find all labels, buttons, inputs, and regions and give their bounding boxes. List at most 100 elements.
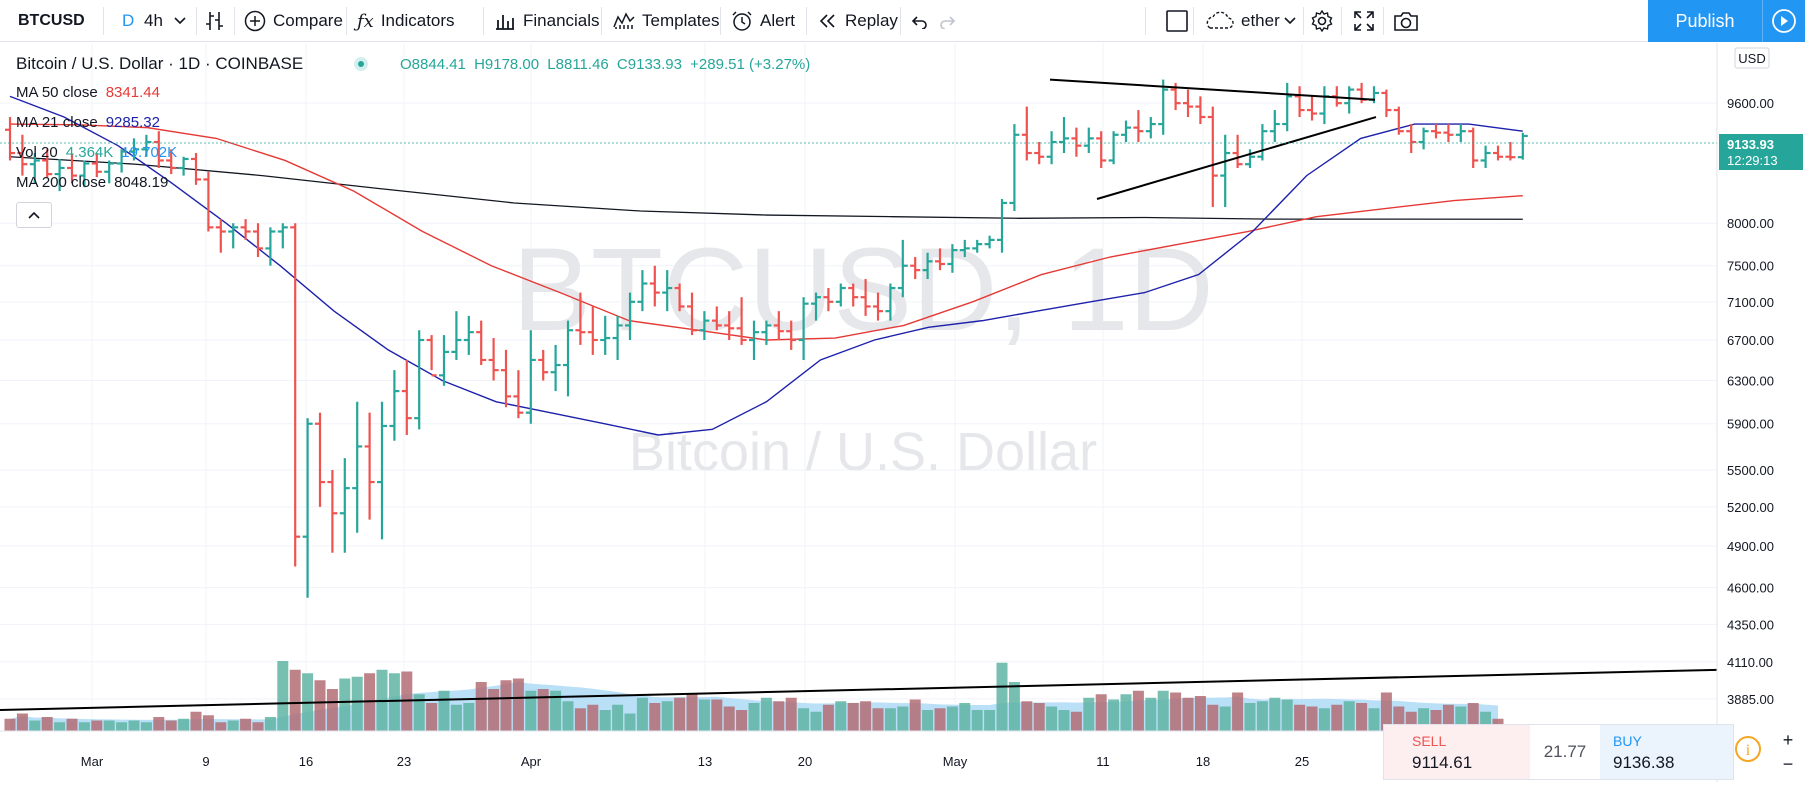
- alert-button[interactable]: Alert: [731, 0, 795, 42]
- volume-bar: [934, 708, 946, 731]
- interval-d[interactable]: D: [122, 0, 134, 42]
- ma21-legend[interactable]: MA 21 close 9285.32: [16, 114, 160, 131]
- compare-label: Compare: [273, 11, 343, 30]
- volume-bar: [66, 718, 78, 731]
- currency-badge: [1734, 47, 1770, 69]
- volume-bar: [624, 713, 636, 731]
- volume-bar: [326, 689, 338, 731]
- ohlc-bar: [786, 320, 797, 350]
- templates-button[interactable]: Templates: [613, 0, 719, 42]
- function-icon: ƒx: [357, 10, 374, 32]
- price-tick-label: 4600.00: [1727, 581, 1774, 596]
- volume-bar: [450, 704, 462, 731]
- ohlc-bar: [1517, 132, 1528, 160]
- market-status-dot: [354, 57, 368, 71]
- ma200-legend[interactable]: MA 200 close 8048.19: [16, 174, 168, 191]
- bar-countdown-label: 12:29:13: [1727, 153, 1778, 168]
- snapshot-button[interactable]: [1393, 0, 1419, 42]
- fullscreen-layout-button[interactable]: [1166, 0, 1188, 42]
- ohlc-bar: [1207, 106, 1218, 207]
- play-button[interactable]: [1762, 0, 1805, 42]
- collapse-legend-button[interactable]: [16, 202, 52, 228]
- volume-bar: [16, 713, 28, 731]
- layout-dropdown[interactable]: [1284, 0, 1296, 42]
- volume-bar: [1306, 706, 1318, 731]
- volume-bar: [314, 680, 326, 731]
- volume-bar: [1194, 696, 1206, 731]
- volume-bar: [1132, 690, 1144, 731]
- interval-dropdown[interactable]: [174, 0, 186, 42]
- ohlc-bar: [1158, 79, 1169, 135]
- info-button[interactable]: i: [1734, 735, 1762, 763]
- replay-button[interactable]: Replay: [818, 0, 898, 42]
- volume-bar: [1318, 708, 1330, 731]
- ohlc-bar: [401, 359, 412, 435]
- zoom-controls: + −: [1774, 724, 1804, 780]
- ohlc-bar: [662, 270, 673, 312]
- ma200-value: 8048.19: [114, 174, 169, 191]
- undo-button[interactable]: [909, 0, 929, 42]
- volume-bar: [475, 682, 487, 731]
- volume-bar: [215, 722, 227, 731]
- ma21-label: MA 21 close: [16, 114, 98, 131]
- settings-button[interactable]: [1310, 0, 1334, 42]
- volume-legend[interactable]: Vol 20 4.364K 19.702K: [16, 144, 177, 161]
- divider: [806, 7, 807, 35]
- ohlc-bar: [674, 283, 685, 312]
- last-price-label: 9133.93: [1727, 137, 1774, 152]
- interval-4h[interactable]: 4h: [144, 0, 163, 42]
- ohlc-bar: [1059, 117, 1069, 154]
- high-value: H9178.00: [474, 56, 540, 73]
- zoom-out-icon: −: [1783, 754, 1794, 774]
- symbol-label: BTCUSD: [18, 12, 85, 29]
- ohlc-bar: [327, 469, 338, 553]
- volume-bar: [897, 706, 909, 731]
- ohlc-bar: [587, 306, 598, 355]
- price-chart[interactable]: BTCUSD, 1D Bitcoin / U.S. Dollar USD9600…: [0, 43, 1805, 782]
- symbol-search[interactable]: BTCUSD: [18, 0, 85, 42]
- fullscreen-button[interactable]: [1353, 0, 1375, 42]
- ohlc-bar: [1145, 117, 1156, 139]
- sell-button[interactable]: SELL 9114.61: [1384, 725, 1530, 779]
- buy-button[interactable]: BUY 9136.38: [1600, 725, 1733, 779]
- chart-type-button[interactable]: [205, 0, 225, 42]
- ohlc-bar: [476, 320, 487, 366]
- time-tick-label: Mar: [81, 754, 104, 769]
- rewind-icon: [819, 14, 835, 28]
- volume-bar: [1380, 692, 1392, 731]
- price-tick-label: 5500.00: [1727, 463, 1774, 478]
- ohlc-bar: [339, 458, 350, 553]
- price-tick-label: 7500.00: [1727, 259, 1774, 274]
- price-tick-label: 4110.00: [1727, 655, 1773, 670]
- ohlc-bar: [451, 311, 462, 360]
- volume-bar: [773, 701, 785, 731]
- volume-bar: [1244, 703, 1256, 731]
- volume-bar: [1021, 701, 1033, 731]
- volume-bar: [1405, 711, 1417, 731]
- ohlc-bar: [166, 149, 177, 175]
- volume-bar: [1120, 694, 1132, 731]
- chevron-up-icon: [28, 211, 40, 219]
- compare-button[interactable]: Compare: [244, 0, 343, 42]
- ohlc-bar: [352, 401, 363, 533]
- ohlc-bar: [1220, 134, 1231, 207]
- ma50-legend[interactable]: MA 50 close 8341.44: [16, 84, 160, 101]
- volume-bar: [463, 703, 475, 731]
- ohlc-bar: [414, 330, 425, 430]
- volume-bar: [202, 715, 214, 731]
- volume-bar: [289, 669, 301, 731]
- financials-button[interactable]: Financials: [494, 0, 600, 42]
- ohlc-bar: [5, 117, 15, 161]
- time-tick-label: 20: [798, 754, 812, 769]
- volume-bar: [1170, 692, 1182, 731]
- ohlc-bar: [736, 297, 747, 345]
- layout-menu[interactable]: ether: [1204, 0, 1280, 42]
- indicators-button[interactable]: ƒx Indicators: [357, 0, 455, 42]
- redo-button[interactable]: [938, 0, 958, 42]
- publish-button[interactable]: Publish: [1648, 0, 1762, 42]
- divider: [346, 7, 347, 35]
- volume-bar: [165, 720, 177, 731]
- ohlc-bar: [364, 412, 375, 520]
- ohlc-bar: [1195, 96, 1206, 125]
- volume-bar: [723, 706, 735, 731]
